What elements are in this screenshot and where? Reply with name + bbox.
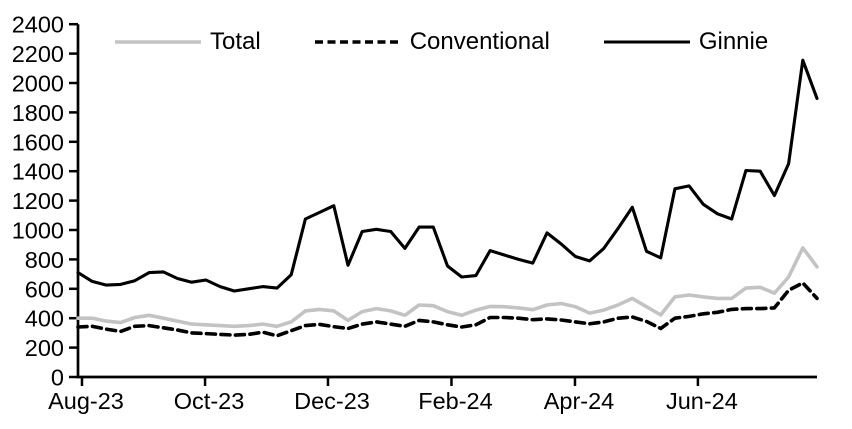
- x-tick-label: Aug-23: [48, 388, 124, 414]
- conventional-series-line: [76, 281, 819, 338]
- ginnie-line-swatch: [603, 40, 690, 44]
- x-tick-label: Oct-23: [174, 388, 245, 414]
- y-tick-label: 1400: [12, 159, 64, 185]
- y-tick-label: 2000: [12, 71, 64, 97]
- legend: Total Conventional Ginnie: [115, 28, 768, 56]
- y-tick-label: 600: [25, 276, 64, 302]
- ginnie-series-line: [76, 58, 819, 293]
- total-line-swatch: [115, 40, 201, 44]
- legend-item-conventional: Conventional: [314, 28, 550, 55]
- legend-label-ginnie: Ginnie: [698, 28, 769, 55]
- legend-label-total: Total: [210, 28, 261, 55]
- y-tick-label: 800: [25, 247, 64, 273]
- x-tick-label: Apr-24: [544, 388, 615, 414]
- x-tick-label: Feb-24: [418, 388, 492, 414]
- y-tick-label: 0: [51, 365, 64, 391]
- y-tick-label: 1000: [12, 218, 64, 244]
- legend-item-total: Total: [115, 30, 261, 54]
- x-tick-label: Dec-23: [294, 388, 370, 414]
- x-tick-label: Jun-24: [666, 388, 738, 414]
- legend-label-conventional: Conventional: [409, 28, 550, 55]
- y-tick-label: 1800: [12, 100, 64, 126]
- total-series-line: [76, 246, 819, 329]
- axes: [76, 24, 817, 379]
- conventional-line-swatch: [314, 40, 401, 44]
- y-tick-label: 2400: [12, 12, 64, 38]
- y-tick-label: 1600: [12, 129, 64, 155]
- legend-item-ginnie: Ginnie: [603, 28, 769, 55]
- y-tick-label: 1200: [12, 188, 64, 214]
- y-tick-label: 400: [25, 306, 64, 332]
- y-tick-label: 2200: [12, 41, 64, 67]
- y-tick-label: 200: [25, 335, 64, 361]
